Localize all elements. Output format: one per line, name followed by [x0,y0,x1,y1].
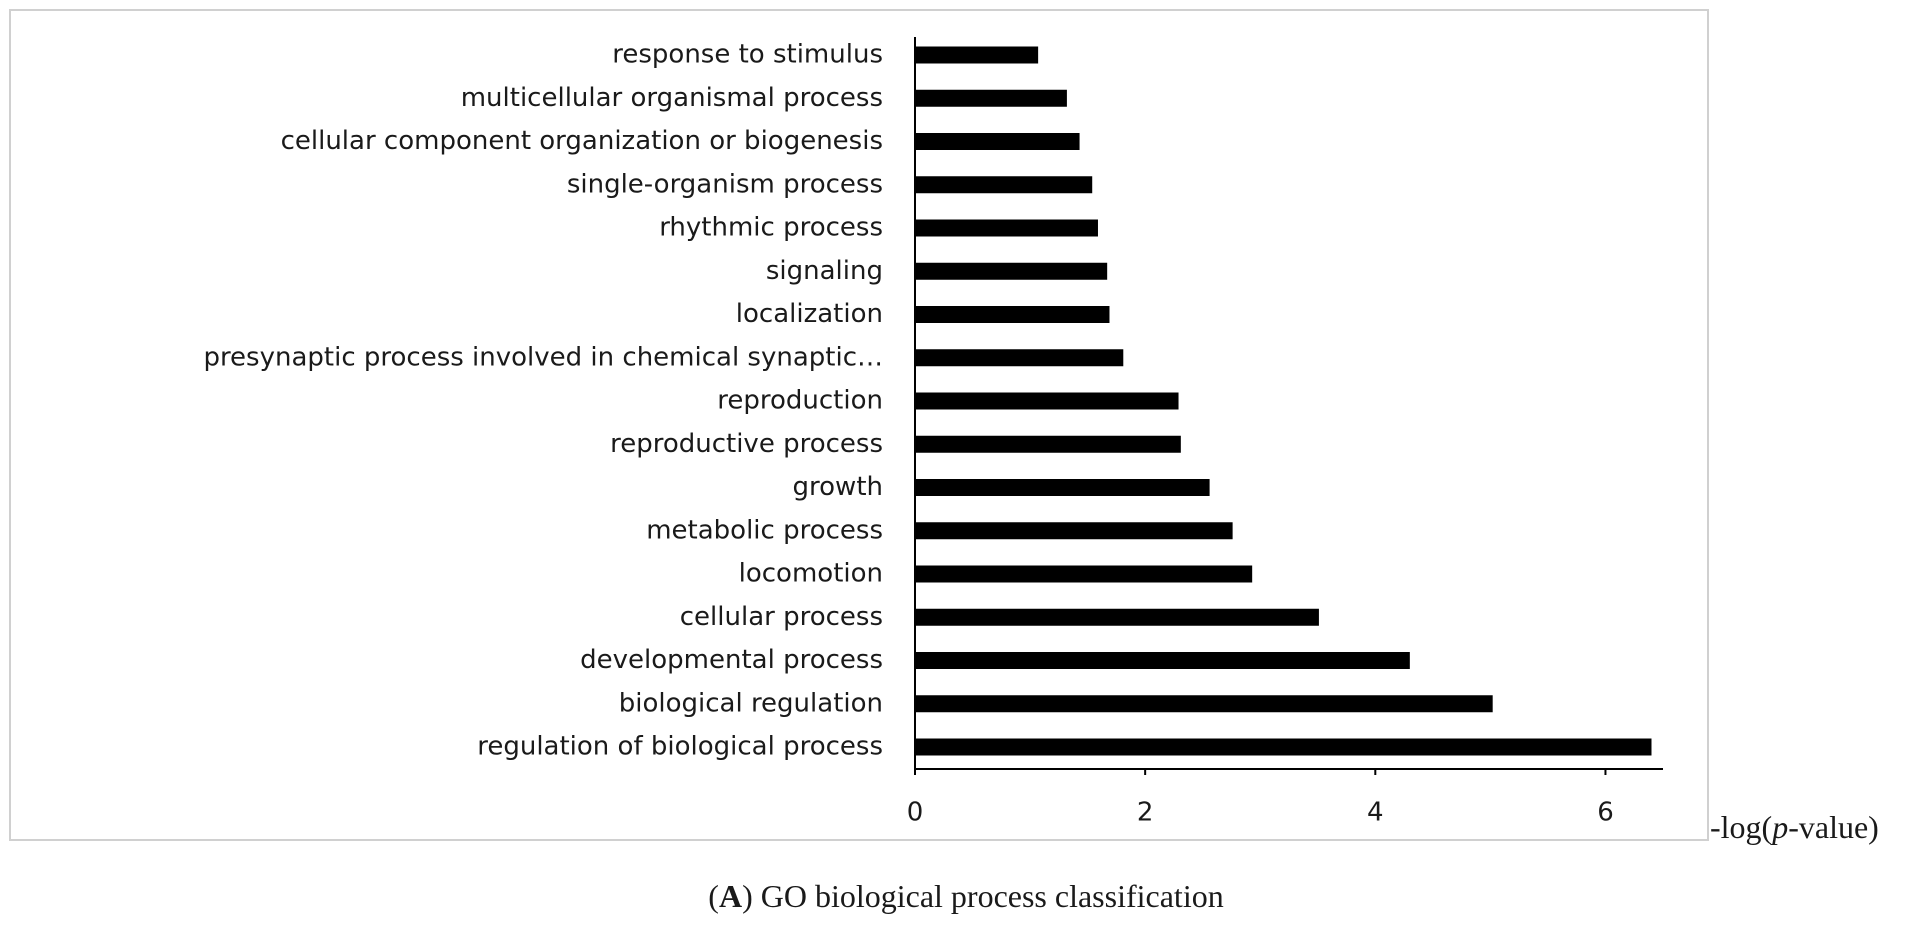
x-tick-label: 6 [1597,798,1614,828]
y-tick-label: rhythmic process [659,213,883,243]
x-tick-label: 0 [907,798,924,828]
caption: (A) GO biological process classification [708,878,1223,914]
bar [915,435,1181,453]
y-tick-label: cellular process [680,602,883,632]
bar [915,262,1108,280]
y-tick-label: single-organism process [567,169,883,199]
y-tick-label: biological regulation [619,688,883,718]
y-tick-label: presynaptic process involved in chemical… [203,342,883,372]
y-tick-label: metabolic process [646,515,883,545]
y-tick-label: localization [736,299,883,329]
y-tick-label: cellular component organization or bioge… [281,126,883,156]
bar [915,695,1493,713]
bar [915,479,1210,496]
bar [915,349,1124,367]
caption-part: ( [708,878,719,914]
bar [915,219,1098,237]
bar [915,652,1410,669]
y-tick-label: regulation of biological process [477,732,883,762]
y-tick-label: locomotion [739,559,883,589]
bar [915,176,1093,194]
chart-frame [9,9,1709,841]
y-tick-label: signaling [766,256,883,286]
y-tick-label: growth [793,472,883,502]
bar [915,392,1179,410]
bar [915,46,1039,64]
y-tick-label: multicellular organismal process [461,83,883,113]
bar [915,522,1233,540]
x-label-part: -log( [1710,809,1772,845]
x-label-part: -value) [1788,809,1879,845]
bar [915,89,1067,107]
caption-part: A [719,878,742,914]
x-tick-label: 2 [1137,798,1154,828]
y-tick-label: response to stimulus [612,40,883,70]
bar [915,608,1319,626]
caption-part: ) GO biological process classification [742,878,1224,914]
y-tick-label: reproduction [717,386,883,416]
bar [915,133,1080,150]
bar [915,565,1253,583]
bar [915,306,1110,323]
x-tick-label: 4 [1367,798,1384,828]
x-label-part: p [1770,809,1788,845]
y-tick-label: developmental process [580,645,883,675]
x-axis-label: -log(p-value) [1710,809,1879,845]
bar [915,738,1652,756]
y-tick-label: reproductive process [610,429,883,459]
